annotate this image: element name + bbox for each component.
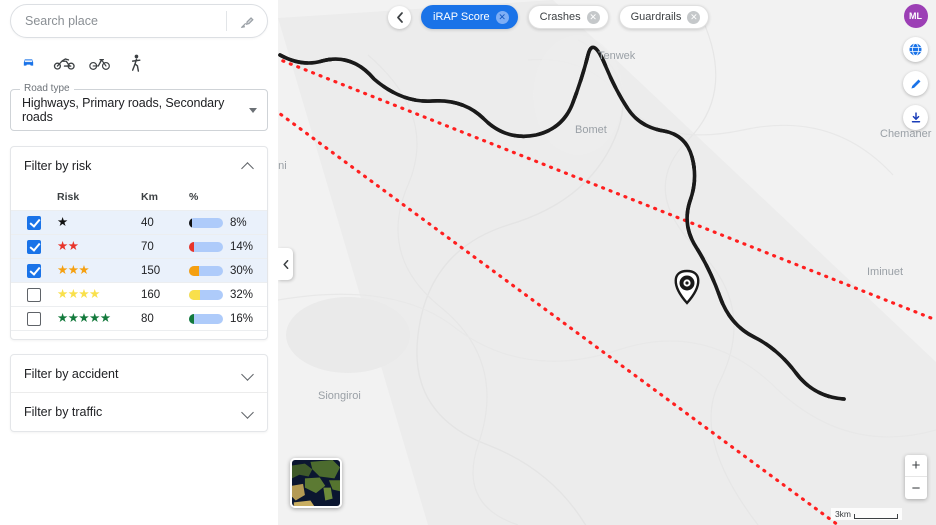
mode-motorcycle[interactable] xyxy=(52,52,76,74)
chevron-down-icon[interactable] xyxy=(242,406,254,418)
mode-pedestrian[interactable] xyxy=(124,52,148,74)
filter-by-accident-header[interactable]: Filter by accident xyxy=(11,355,267,393)
risk-stars: ★★★ xyxy=(57,263,90,277)
risk-header-km: Km xyxy=(141,191,158,203)
risk-km: 80 xyxy=(141,306,189,331)
chevron-left-icon xyxy=(396,11,403,23)
layer-chip-label: Guardrails xyxy=(630,11,682,23)
chips: iRAP Score ✕ Crashes ✕ Guardrails ✕ xyxy=(421,5,710,29)
risk-table-header-row: Risk Km % xyxy=(11,185,267,211)
risk-row-checkbox[interactable] xyxy=(27,239,41,254)
transport-mode-group xyxy=(16,51,268,75)
risk-row[interactable]: ★★ 70 14% xyxy=(11,234,267,259)
risk-table: Risk Km % ★ 40 8% ★★ 70 14% ★★★ 150 30% ★★★★ 160 32… xyxy=(11,185,267,331)
layer-chip-bar: iRAP Score ✕ Crashes ✕ Guardrails ✕ xyxy=(388,5,710,29)
risk-progress-bar xyxy=(189,313,223,324)
layer-chip[interactable]: iRAP Score ✕ xyxy=(421,5,518,29)
chevron-up-icon[interactable] xyxy=(242,160,254,172)
risk-table-body: ★ 40 8% ★★ 70 14% ★★★ 150 30% ★★★★ 160 32% ★★★★★ 80 16… xyxy=(11,210,267,331)
risk-km: 150 xyxy=(141,258,189,283)
zoom-out-button[interactable]: − xyxy=(911,479,921,497)
risk-stars: ★★★★ xyxy=(57,287,100,301)
mode-bicycle[interactable] xyxy=(88,52,112,74)
sidebar-panel: Road type Highways, Primary roads, Secon… xyxy=(0,0,278,525)
filter-by-risk-header[interactable]: Filter by risk xyxy=(11,147,267,185)
risk-stars: ★ xyxy=(57,215,68,229)
filter-by-risk-card: Filter by risk Risk Km % ★ 40 8% ★★ 70 14% ★★★… xyxy=(10,146,268,340)
risk-row-checkbox[interactable] xyxy=(27,263,41,278)
filter-by-traffic-title: Filter by traffic xyxy=(24,405,103,419)
risk-row[interactable]: ★ 40 8% xyxy=(11,210,267,235)
filter-by-traffic-header[interactable]: Filter by traffic xyxy=(11,393,267,431)
globe-icon[interactable] xyxy=(903,37,928,62)
risk-percent: 32% xyxy=(230,288,254,301)
risk-row-checkbox[interactable] xyxy=(27,287,41,302)
close-icon[interactable]: ✕ xyxy=(687,10,701,24)
risk-progress-bar xyxy=(189,241,223,252)
risk-percent: 16% xyxy=(230,312,254,325)
layer-chip-label: Crashes xyxy=(539,11,581,23)
risk-progress-bar xyxy=(189,265,223,276)
risk-percent: 8% xyxy=(230,216,247,229)
map-right-rail: ML xyxy=(903,4,928,130)
risk-stars: ★★ xyxy=(57,239,79,253)
car-icon xyxy=(23,59,33,66)
pencil-icon[interactable] xyxy=(903,71,928,96)
motorcycle-icon xyxy=(53,58,75,70)
risk-km: 160 xyxy=(141,282,189,307)
risk-row[interactable]: ★★★ 150 30% xyxy=(11,258,267,283)
mode-car[interactable] xyxy=(16,52,40,74)
layer-chip[interactable]: Crashes ✕ xyxy=(527,5,609,29)
chevron-down-icon[interactable] xyxy=(249,107,257,113)
risk-percent: 30% xyxy=(230,264,254,277)
risk-progress-bar xyxy=(189,289,223,300)
chevron-left-icon xyxy=(282,259,288,269)
map-graphics xyxy=(278,0,936,525)
risk-stars: ★★★★★ xyxy=(57,311,111,325)
bicycle-icon xyxy=(89,58,110,70)
scale-label: 3km xyxy=(834,509,851,519)
search-divider xyxy=(226,11,227,31)
download-icon[interactable] xyxy=(903,105,928,130)
road-type-label: Road type xyxy=(20,83,74,94)
pedestrian-icon xyxy=(131,54,141,72)
layer-chip[interactable]: Guardrails ✕ xyxy=(618,5,710,29)
risk-row-checkbox[interactable] xyxy=(27,215,41,230)
close-icon[interactable]: ✕ xyxy=(495,10,509,24)
risk-header-pct: % xyxy=(189,191,199,203)
risk-km: 40 xyxy=(141,210,189,235)
map-canvas[interactable]: TenwekBometChemanerIminuetSiongiroioni i… xyxy=(278,0,936,525)
filter-by-risk-title: Filter by risk xyxy=(24,159,92,173)
road-type-select[interactable]: Road type Highways, Primary roads, Secon… xyxy=(10,83,268,131)
map-marker xyxy=(674,269,700,305)
risk-progress-bar xyxy=(189,217,223,228)
road-type-value: Highways, Primary roads, Secondary roads xyxy=(22,96,225,124)
risk-header-risk: Risk xyxy=(57,191,80,203)
minimap-thumbnail[interactable] xyxy=(290,458,342,508)
risk-row-checkbox[interactable] xyxy=(27,311,41,326)
scale-bar: 3km xyxy=(830,508,902,520)
filter-by-accident-title: Filter by accident xyxy=(24,366,119,381)
search-bar[interactable] xyxy=(10,4,268,38)
risk-row[interactable]: ★★★★★ 80 16% xyxy=(11,306,267,331)
minimap-satellite-image xyxy=(292,460,340,506)
back-button[interactable] xyxy=(388,5,411,29)
chevron-down-icon[interactable] xyxy=(242,368,254,380)
draw-polyline-icon[interactable] xyxy=(227,5,267,37)
risk-row[interactable]: ★★★★ 160 32% xyxy=(11,282,267,307)
risk-header-check xyxy=(11,185,57,211)
risk-km: 70 xyxy=(141,234,189,259)
close-icon[interactable]: ✕ xyxy=(586,10,600,24)
sidebar-collapse-toggle[interactable] xyxy=(278,248,293,280)
layer-chip-label: iRAP Score xyxy=(433,11,490,23)
zoom-controls: + − xyxy=(905,455,927,499)
scale-ruler xyxy=(854,514,898,519)
avatar[interactable]: ML xyxy=(903,4,928,28)
zoom-in-button[interactable]: + xyxy=(905,455,927,477)
search-input[interactable] xyxy=(11,14,226,28)
secondary-filters: Filter by accident Filter by traffic xyxy=(10,354,268,432)
risk-percent: 14% xyxy=(230,240,254,253)
